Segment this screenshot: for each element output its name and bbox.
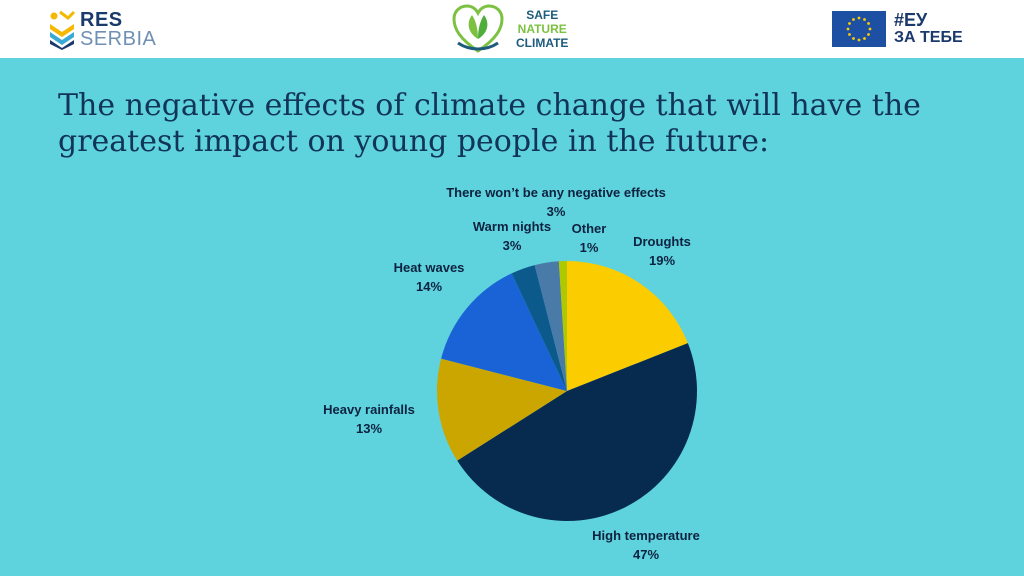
pie-slice-warm-nights xyxy=(511,265,567,391)
eu-star-icon xyxy=(852,37,855,40)
slice-value-label: 14% xyxy=(416,279,442,294)
slice-label: Heat waves xyxy=(394,260,465,275)
pie-slice-high-temperature xyxy=(457,343,697,521)
slice-value-label: 19% xyxy=(649,253,675,268)
slice-label: There won’t be any negative effects xyxy=(446,185,666,200)
eu-star-icon xyxy=(848,33,851,36)
eu-logo-line2: ЗА ТЕБЕ xyxy=(894,29,963,46)
eu-star-icon xyxy=(857,16,861,20)
slice-label: Other xyxy=(572,221,607,236)
slice-value-label: 3% xyxy=(547,204,566,219)
eu-star-icon xyxy=(863,18,866,21)
pie-slice-heat-waves xyxy=(441,273,567,391)
pie-slice-droughts xyxy=(567,261,688,391)
eu-star-icon xyxy=(852,18,855,21)
res-logo-line2: SERBIA xyxy=(80,28,157,50)
eu-star-icon xyxy=(867,22,870,25)
eu-flag-icon xyxy=(832,11,886,47)
eu-logo-line1: #ЕУ xyxy=(894,10,928,30)
eu-star-icon xyxy=(863,37,866,40)
leaf-hands-heart-icon xyxy=(452,4,504,53)
eu-star-icon xyxy=(848,22,851,25)
logo-safe-text: SAFE xyxy=(526,8,559,22)
pie-slice-there-won-t-be-any-negative-effects xyxy=(534,261,567,391)
eu-star-icon xyxy=(846,27,850,31)
eu-star-icon xyxy=(867,33,870,36)
pie-slice-heavy-rainfalls xyxy=(436,358,567,461)
res-serbia-logo: RES SERBIA xyxy=(48,10,178,50)
res-logo-line1: RES xyxy=(80,9,123,31)
slice-label: Warm nights xyxy=(473,219,551,234)
header-bar: RES SERBIA SAFE NATURE CLIMATE #ЕУ ЗА ТЕ… xyxy=(0,0,1024,58)
slice-label: Heavy rainfalls xyxy=(323,402,415,417)
eu-for-you-logo: #ЕУ ЗА ТЕБЕ xyxy=(832,11,982,47)
slice-value-label: 47% xyxy=(633,547,659,562)
slice-value-label: 3% xyxy=(503,238,522,253)
eu-star-icon xyxy=(857,38,861,42)
chart-title: The negative effects of climate change t… xyxy=(58,88,921,159)
slice-label: High temperature xyxy=(592,528,700,543)
logo-climate-text: CLIMATE xyxy=(516,36,569,50)
slice-label: Droughts xyxy=(633,234,691,249)
slice-value-label: 1% xyxy=(580,240,599,255)
slice-value-label: 13% xyxy=(356,421,382,436)
safe-nature-climate-logo: SAFE NATURE CLIMATE xyxy=(450,3,590,55)
logo-nature-text: NATURE xyxy=(517,22,567,36)
res-serbia-chevron-icon xyxy=(50,10,76,50)
eu-star-icon xyxy=(868,27,872,31)
pie-slice-other xyxy=(558,261,567,391)
